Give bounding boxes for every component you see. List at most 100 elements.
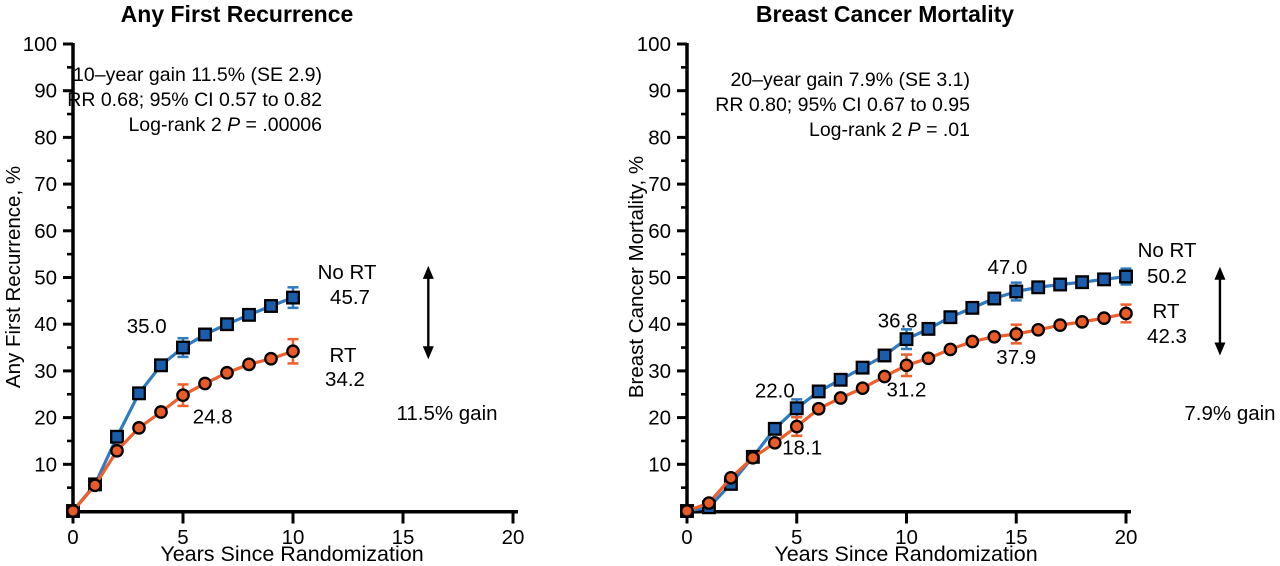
data-point-square — [132, 386, 146, 401]
right-panel: 10 20 30 40 50 60 70 80 90 100 0 5 10 15 20 22.0 18.1 36.… — [637, 33, 1226, 549]
data-point-circle — [1119, 306, 1133, 321]
right-annotation-logrank-line: Log-rank 2 P = .01 — [808, 119, 970, 141]
y-tick-label: 20 — [648, 407, 671, 430]
gain-arrow — [422, 265, 434, 360]
y-tick-label: 50 — [34, 267, 57, 290]
right-panel-title: Breast Cancer Mortality — [755, 1, 1015, 27]
left-annotation-gain-line: 10–year gain 11.5% (SE 2.9) — [73, 64, 322, 86]
data-point-square — [965, 300, 980, 315]
point-value-label: 31.2 — [887, 379, 927, 402]
data-point-circle — [767, 435, 782, 450]
y-tick-label: 80 — [648, 126, 671, 149]
data-point-square — [789, 401, 804, 416]
right-y-axis-title: Breast Cancer Mortality, % — [625, 155, 648, 399]
data-point-circle — [965, 334, 980, 349]
axes: 10 20 30 40 50 60 70 80 90 100 0 5 10 15 20 — [637, 33, 1138, 549]
data-point-square — [943, 310, 958, 325]
data-point-circle — [1075, 315, 1089, 329]
data-point-square — [987, 291, 1002, 306]
left-no-rt-label: No RT — [317, 261, 377, 284]
data-point-square — [1053, 277, 1068, 292]
x-tick-label: 0 — [681, 526, 692, 549]
data-point-circle — [264, 351, 278, 366]
x-tick-label: 5 — [177, 526, 188, 549]
point-value-label: 37.9 — [996, 346, 1036, 369]
right-annotation: 20–year gain 7.9% (SE 3.1) RR 0.80; 95% … — [710, 68, 970, 143]
data-point-circle — [154, 405, 168, 419]
point-value-label: 22.0 — [755, 380, 795, 403]
data-point-circle — [921, 351, 936, 366]
x-tick-label: 15 — [392, 526, 415, 549]
y-tick-label: 30 — [34, 360, 57, 383]
right-annotation-gain-line: 20–year gain 7.9% (SE 3.1) — [730, 69, 970, 91]
data-point-circle — [1009, 327, 1024, 341]
y-tick-label: 60 — [648, 220, 671, 243]
data-point-circle — [110, 443, 124, 458]
x-tick-label: 10 — [895, 526, 918, 549]
y-tick-label: 100 — [23, 33, 57, 56]
point-value-label: 35.0 — [127, 315, 167, 338]
data-point-circle — [242, 357, 256, 372]
x-tick-label: 20 — [1115, 526, 1138, 549]
data-point-circle — [220, 365, 234, 380]
data-point-circle — [899, 358, 914, 373]
point-value-label: 24.8 — [193, 406, 233, 429]
right-rt-value: 42.3 — [1147, 325, 1187, 348]
data-point-circle — [176, 388, 190, 403]
left-no-rt-value: 45.7 — [330, 286, 370, 309]
left-y-axis-title: Any First Recurrence, % — [2, 165, 25, 389]
y-tick-label: 70 — [34, 173, 57, 196]
series-no-rt — [680, 267, 1133, 518]
left-rt-value: 34.2 — [325, 368, 365, 391]
left-annotation: 10–year gain 11.5% (SE 2.9) RR 0.68; 95%… — [60, 63, 322, 138]
data-point-circle — [1031, 322, 1046, 337]
x-tick-label: 5 — [791, 526, 802, 549]
y-tick-label: 40 — [34, 313, 57, 336]
data-point-square — [220, 317, 234, 332]
data-point-square — [811, 384, 826, 399]
data-point-square — [1009, 284, 1024, 299]
y-tick-label: 40 — [648, 313, 671, 336]
data-point-circle — [1097, 311, 1111, 325]
data-point-circle — [943, 342, 958, 357]
data-point-square — [110, 429, 124, 444]
data-point-circle — [66, 504, 80, 518]
series-rt — [66, 337, 300, 518]
axes: 10 20 30 40 50 60 70 80 90 100 0 5 10 15 20 — [23, 33, 525, 549]
right-no-rt-label: No RT — [1137, 239, 1197, 262]
data-point-square — [264, 299, 278, 313]
right-no-rt-value: 50.2 — [1147, 265, 1187, 288]
data-point-circle — [789, 419, 804, 434]
data-point-square — [1097, 272, 1112, 287]
data-point-square — [286, 290, 300, 305]
data-point-circle — [702, 496, 716, 510]
gain-arrow — [1214, 266, 1226, 356]
data-point-square — [1119, 269, 1133, 284]
y-tick-label: 20 — [34, 407, 57, 430]
left-x-axis-title: Years Since Randomization — [160, 542, 424, 566]
data-point-circle — [855, 381, 870, 396]
data-point-circle — [877, 369, 892, 384]
data-point-circle — [833, 391, 848, 405]
x-tick-label: 20 — [502, 526, 525, 549]
data-point-square — [242, 307, 256, 322]
x-tick-label: 0 — [67, 526, 78, 549]
y-tick-label: 90 — [648, 80, 671, 103]
x-tick-label: 15 — [1005, 526, 1028, 549]
left-annotation-logrank-line: Log-rank 2 P = .00006 — [128, 114, 322, 136]
data-point-circle — [680, 504, 694, 518]
data-point-square — [767, 421, 782, 436]
data-point-square — [877, 348, 892, 363]
point-value-label: 18.1 — [782, 436, 822, 459]
y-tick-label: 100 — [637, 33, 671, 56]
left-panel-title: Any First Recurrence — [120, 1, 354, 27]
y-tick-label: 60 — [34, 220, 57, 243]
data-point-square — [921, 321, 936, 336]
data-point-square — [198, 327, 212, 342]
data-point-square — [176, 340, 190, 355]
data-point-circle — [1053, 318, 1068, 332]
data-point-circle — [987, 329, 1002, 344]
y-tick-label: 70 — [648, 173, 671, 196]
